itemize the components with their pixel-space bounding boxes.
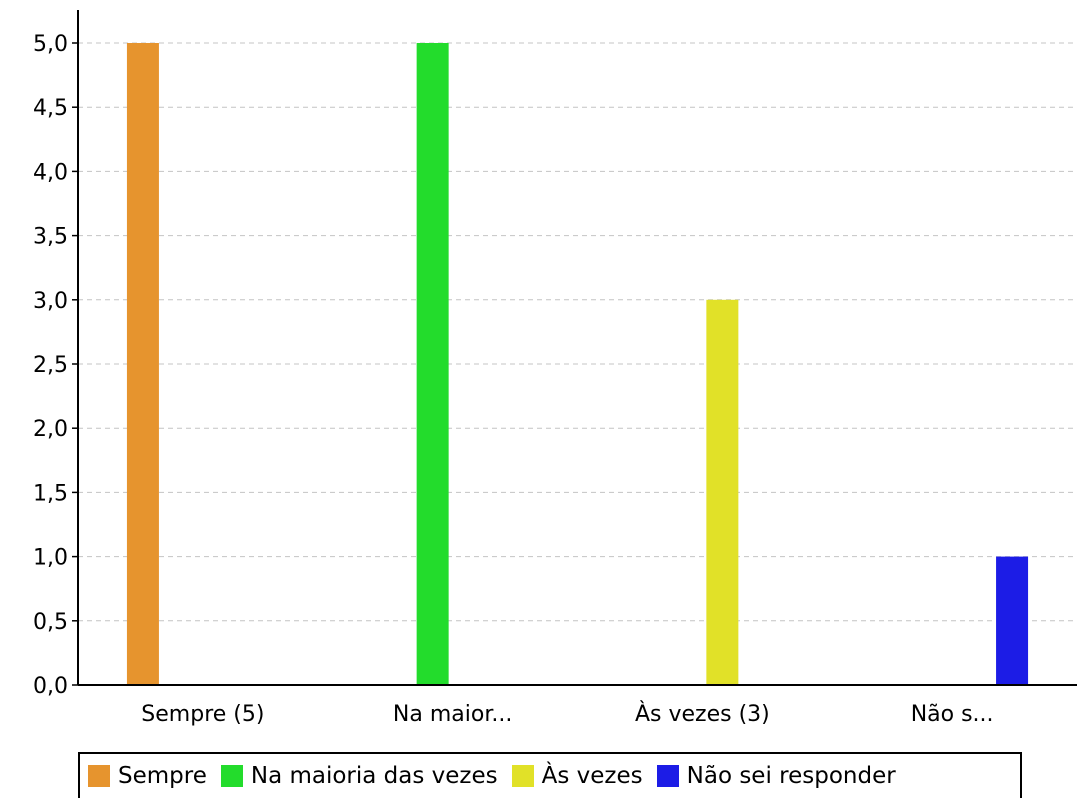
x-tick-label: Na maior... <box>393 702 512 727</box>
legend-item-as-vezes: Às vezes <box>511 763 643 789</box>
y-tick-label: 0,5 <box>33 610 68 635</box>
y-tick-label: 3,0 <box>33 289 68 314</box>
legend-swatch <box>220 765 243 787</box>
y-tick-label: 2,0 <box>33 417 68 442</box>
legend-swatch <box>88 765 110 787</box>
y-tick-label: 3,5 <box>33 225 68 250</box>
y-tick-label: 1,0 <box>33 546 68 571</box>
x-tick-label: Não s... <box>911 702 994 727</box>
legend-label: Não sei responder <box>686 763 896 789</box>
legend-item-na-maioria: Na maioria das vezes <box>220 763 498 789</box>
legend-label: Sempre <box>118 763 207 789</box>
legend: Sempre Na maioria das vezes Às vezes Não… <box>78 752 1022 798</box>
bars <box>126 43 1029 685</box>
y-tick-label: 4,5 <box>33 96 68 121</box>
y-tick-label: 1,5 <box>33 481 68 506</box>
bar <box>706 299 739 685</box>
axes <box>72 10 1077 686</box>
bar <box>126 43 159 685</box>
y-tick-label: 4,0 <box>33 160 68 185</box>
legend-swatch <box>511 765 534 787</box>
bar-chart: 0,0 0,5 1,0 1,5 2,0 2,5 3,0 3,5 4,0 4,5 5,0 Sempre… <box>33 10 1077 727</box>
x-tick-labels: Sempre (5) Na maior... Às vezes (3) Não s..… <box>141 701 993 727</box>
bar <box>416 43 449 685</box>
legend-label: Na maioria das vezes <box>250 763 498 789</box>
legend-item-sempre: Sempre <box>88 763 207 789</box>
legend-label: Às vezes <box>541 763 643 789</box>
legend-item-nao-sei: Não sei responder <box>656 763 896 789</box>
y-tick-label: 2,5 <box>33 353 68 378</box>
gridlines <box>78 42 1077 622</box>
y-tick-labels: 0,0 0,5 1,0 1,5 2,0 2,5 3,0 3,5 4,0 4,5 5,0 <box>33 32 68 699</box>
y-tick-label: 0,0 <box>33 674 68 699</box>
x-tick-label: Às vezes (3) <box>635 701 770 727</box>
bar <box>996 556 1029 685</box>
y-tick-label: 5,0 <box>33 32 68 57</box>
x-tick-label: Sempre (5) <box>141 702 264 727</box>
legend-swatch <box>656 765 679 787</box>
